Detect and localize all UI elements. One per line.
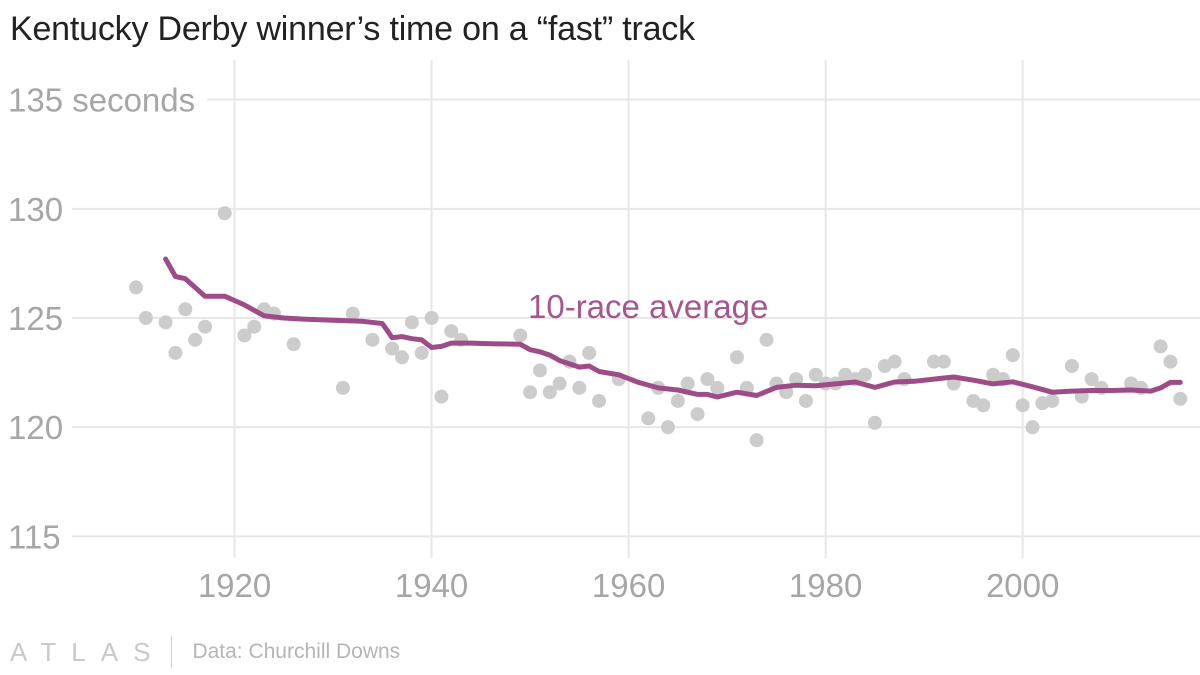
grid <box>72 60 1200 558</box>
data-point <box>759 332 774 347</box>
y-tick-label: 115 <box>8 518 61 555</box>
x-axis-labels: 1920 1940 1960 1980 2000 <box>198 567 1060 604</box>
data-point <box>710 380 725 395</box>
data-point <box>217 206 232 221</box>
data-point <box>641 411 656 426</box>
x-tick-label: 2000 <box>986 567 1059 604</box>
data-point <box>976 398 991 413</box>
data-point <box>858 367 873 382</box>
data-point <box>385 341 400 356</box>
data-point <box>798 393 813 408</box>
data-point <box>188 332 203 347</box>
data-point <box>1045 393 1060 408</box>
data-point <box>670 393 685 408</box>
data-point <box>129 280 144 295</box>
data-point <box>434 389 449 404</box>
average-line <box>163 256 1183 400</box>
data-point <box>680 376 695 391</box>
data-point <box>286 337 301 352</box>
x-tick-label: 1920 <box>198 567 271 604</box>
data-source: Data: Churchill Downs <box>192 640 401 663</box>
data-point <box>927 354 942 369</box>
y-tick-label: 125 <box>8 300 63 337</box>
average-line-label: 10-race average <box>528 288 768 325</box>
data-point <box>1084 372 1099 387</box>
data-point <box>404 315 419 330</box>
footer-divider <box>171 636 173 668</box>
y-tick-label: 130 <box>8 191 63 228</box>
x-tick-label: 1960 <box>592 567 665 604</box>
data-point <box>523 385 538 400</box>
y-tick-label: 120 <box>8 409 63 446</box>
data-point <box>395 350 410 365</box>
data-point <box>592 393 607 408</box>
data-point <box>513 328 528 343</box>
data-point <box>552 376 567 391</box>
data-point <box>700 372 715 387</box>
data-point <box>424 311 439 325</box>
data-point <box>749 433 764 448</box>
data-point <box>542 385 557 400</box>
data-point <box>1173 391 1188 406</box>
brand-logo: ATLAS <box>10 636 166 667</box>
data-point <box>887 354 902 369</box>
data-point <box>572 380 587 395</box>
data-point <box>1153 339 1168 354</box>
data-point <box>345 306 360 321</box>
x-tick-label: 1980 <box>789 567 862 604</box>
data-point <box>1064 359 1079 374</box>
data-point <box>168 345 183 360</box>
data-point <box>178 302 193 317</box>
footer: ATLAS Data: Churchill Downs <box>10 635 400 669</box>
data-point <box>532 363 547 378</box>
data-point <box>690 407 705 422</box>
data-point <box>335 380 350 395</box>
y-tick-label: 135 seconds <box>8 82 195 119</box>
data-point <box>936 354 951 369</box>
data-point <box>1005 348 1020 363</box>
data-points <box>129 206 1188 448</box>
data-point <box>365 332 380 347</box>
data-point <box>789 372 804 387</box>
data-point <box>661 420 676 435</box>
data-point <box>444 324 459 339</box>
data-point <box>808 367 823 382</box>
x-tick-label: 1940 <box>395 567 468 604</box>
data-point <box>1025 420 1040 435</box>
data-point <box>138 311 153 325</box>
data-point <box>1015 398 1030 413</box>
data-point <box>247 319 262 334</box>
data-point <box>197 319 212 334</box>
data-point <box>1163 354 1178 369</box>
data-point <box>867 415 882 430</box>
y-axis-labels: 115 120 125 130 135 seconds <box>8 82 195 556</box>
data-point <box>158 315 173 330</box>
chart-title: Kentucky Derby winner’s time on a “fast”… <box>10 10 695 48</box>
data-point <box>582 345 597 360</box>
data-point <box>414 345 429 360</box>
data-point <box>729 350 744 365</box>
data-point <box>237 328 252 343</box>
